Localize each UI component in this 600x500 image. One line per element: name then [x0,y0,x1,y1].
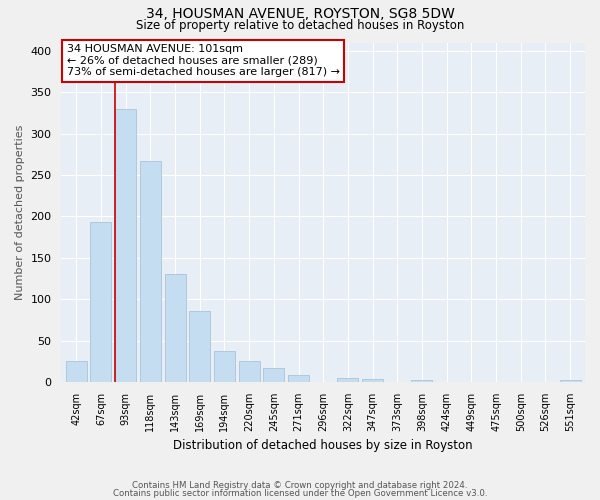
Bar [560,380,581,382]
Bar [115,109,136,382]
Text: Contains HM Land Registry data © Crown copyright and database right 2024.: Contains HM Land Registry data © Crown c… [132,481,468,490]
Text: Contains public sector information licensed under the Open Government Licence v3: Contains public sector information licen… [113,488,487,498]
Bar [91,222,112,382]
Bar [239,362,260,382]
Bar [263,368,284,382]
Bar [164,274,185,382]
Bar [288,376,309,382]
Text: Size of property relative to detached houses in Royston: Size of property relative to detached ho… [136,19,464,32]
Bar [337,378,358,382]
Bar [412,380,433,382]
Text: 34, HOUSMAN AVENUE, ROYSTON, SG8 5DW: 34, HOUSMAN AVENUE, ROYSTON, SG8 5DW [146,8,454,22]
Bar [140,161,161,382]
Y-axis label: Number of detached properties: Number of detached properties [15,124,25,300]
Bar [66,362,87,382]
Text: 34 HOUSMAN AVENUE: 101sqm
← 26% of detached houses are smaller (289)
73% of semi: 34 HOUSMAN AVENUE: 101sqm ← 26% of detac… [67,44,340,78]
Bar [189,311,210,382]
Bar [362,379,383,382]
X-axis label: Distribution of detached houses by size in Royston: Distribution of detached houses by size … [173,440,473,452]
Bar [214,350,235,382]
